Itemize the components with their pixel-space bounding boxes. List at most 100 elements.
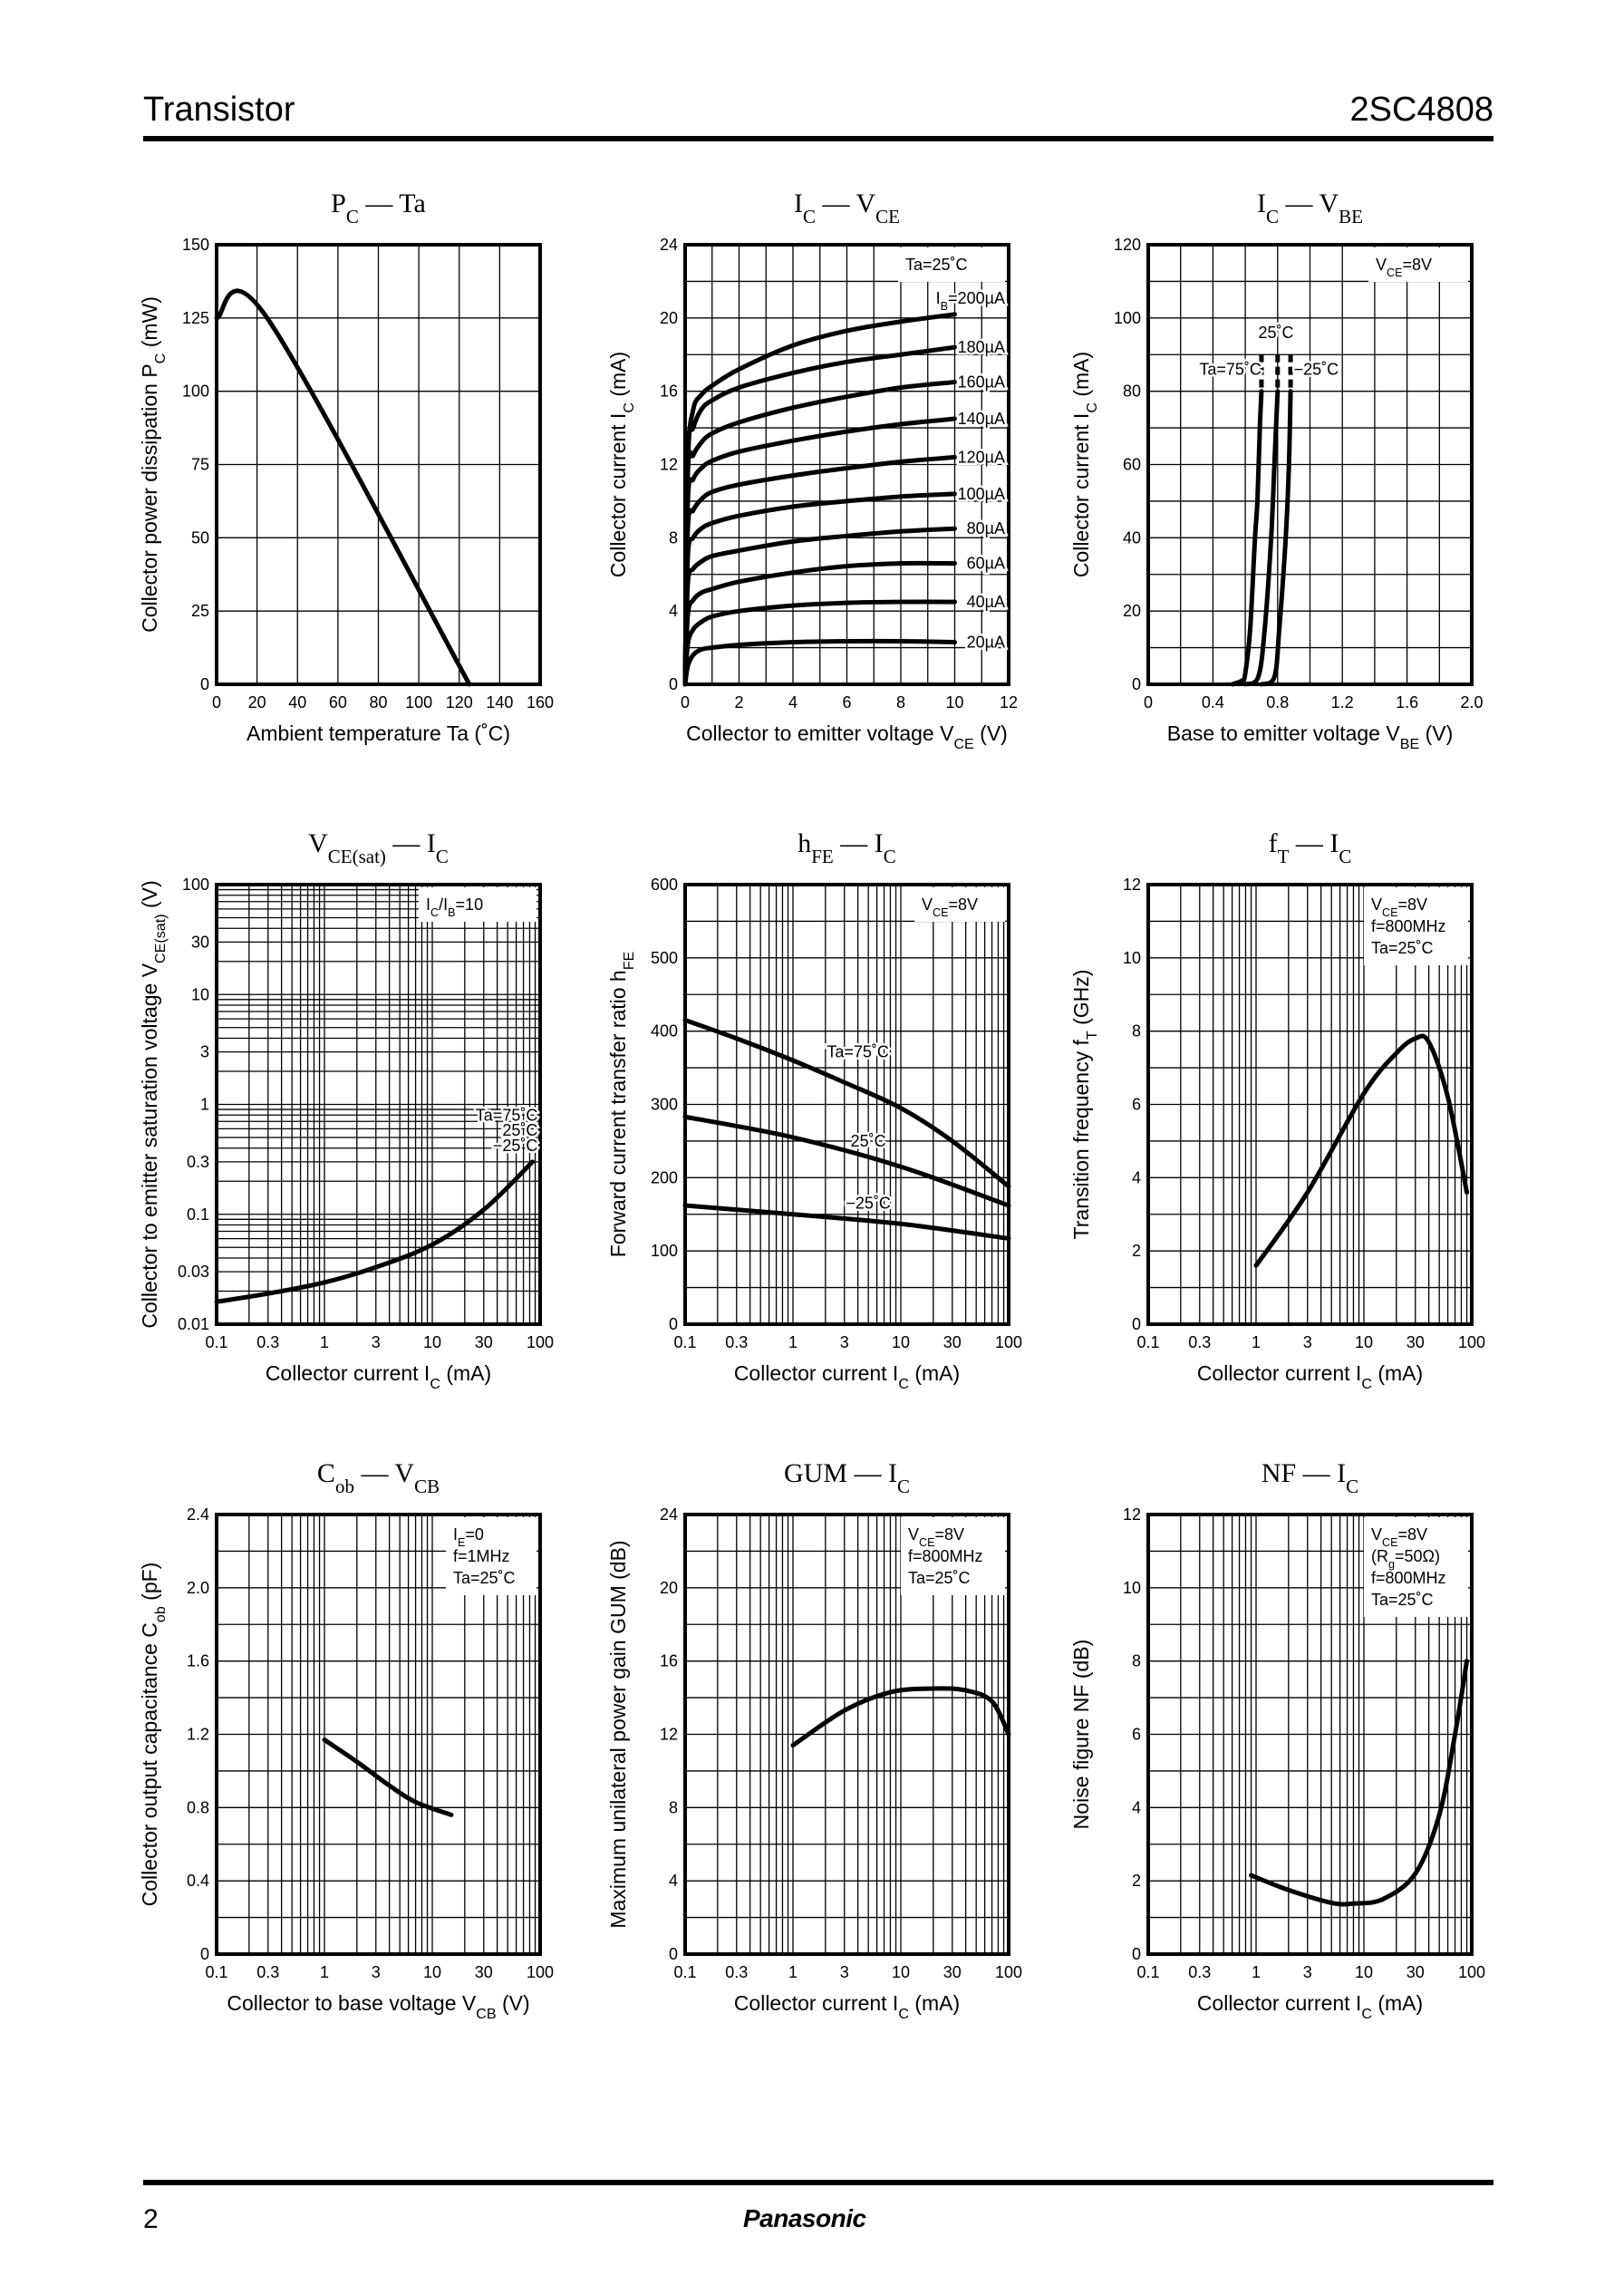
- chart-title: hFE​ — IC​: [798, 828, 896, 867]
- note-box: [1368, 247, 1468, 282]
- note-box: [1364, 1517, 1468, 1617]
- y-tick-label: 600: [651, 876, 678, 894]
- plot-frame: [215, 1513, 542, 1956]
- x-tick-label: 3: [372, 1333, 381, 1351]
- x-tick-label: 30: [475, 1333, 493, 1351]
- plot-frame: [1146, 883, 1474, 1326]
- x-tick-label: 0.3: [725, 1963, 748, 1981]
- x-tick-label: 1: [1252, 1333, 1261, 1351]
- chart-9: VCE​=8V(Rg​=50Ω)f=800MHz Ta=25˚C 0.1 0.3 1 3 1…: [1069, 1458, 1485, 2022]
- x-tick-label: 8: [896, 693, 905, 711]
- y-tick-label: 12: [1123, 876, 1141, 894]
- chart-title: PC​ — Ta: [331, 189, 426, 227]
- x-tick-label: 3: [1303, 1963, 1312, 1981]
- x-tick-label: 30: [1406, 1963, 1425, 1981]
- note-text: Ta=25˚C: [1371, 1591, 1434, 1609]
- page-number: 2: [143, 2204, 159, 2234]
- y-tick-label: 4: [1132, 1798, 1141, 1816]
- x-tick-label: 0.1: [673, 1963, 696, 1981]
- note-text: f=1MHz: [453, 1547, 510, 1565]
- plot-frame: [215, 883, 542, 1326]
- y-tick-label: 100: [651, 1242, 678, 1260]
- curve-label: 140µA: [958, 410, 1005, 428]
- x-tick-label: 0.8: [1266, 693, 1289, 711]
- y-axis-label: Collector current IC​ (mA): [1069, 352, 1100, 577]
- chart-title: IC​ — VBE​: [1257, 189, 1363, 227]
- x-tick-label: 0.1: [1136, 1333, 1159, 1351]
- x-tick-label: 100: [1458, 1333, 1485, 1351]
- chart-title: Cob​ — VCB​: [317, 1458, 440, 1497]
- curve-label: −25˚C: [846, 1195, 891, 1213]
- y-tick-label: 8: [1132, 1652, 1141, 1670]
- x-tick-label: 30: [943, 1333, 962, 1351]
- y-tick-label: 20: [1123, 602, 1141, 620]
- y-tick-label: 100: [1114, 309, 1141, 327]
- chart-4: IC​/IB​=10 0.1 0.3 1 3 10 30 100 0.01 0.03 0.1 0.3 1…: [138, 828, 554, 1392]
- y-tick-label: 2: [1132, 1872, 1141, 1890]
- x-tick-label: 20: [248, 693, 266, 711]
- x-tick-label: 100: [527, 1333, 554, 1351]
- x-axis-label: Collector to base voltage VCB​ (V): [227, 1991, 529, 2022]
- y-tick-label: 100: [182, 876, 209, 894]
- note-box: [446, 1517, 536, 1595]
- x-axis-label: Base to emitter voltage VBE​ (V): [1167, 721, 1454, 752]
- y-tick-label: 0: [200, 675, 209, 693]
- y-tick-label: 0.01: [178, 1315, 209, 1333]
- curve-label: 60µA: [967, 555, 1005, 573]
- x-tick-label: 0.3: [1188, 1963, 1211, 1981]
- x-tick-label: 3: [1303, 1333, 1312, 1351]
- plot-frame: [683, 243, 1010, 686]
- series-curve: [214, 288, 472, 687]
- x-tick-label: 60: [329, 693, 347, 711]
- y-tick-label: 4: [1132, 1168, 1141, 1186]
- note-box: [898, 247, 1005, 282]
- y-tick-label: 80: [1123, 382, 1141, 401]
- x-tick-label: 30: [943, 1963, 962, 1981]
- x-tick-label: 0: [212, 693, 221, 711]
- note-text: f=800MHz: [1371, 1569, 1446, 1587]
- series-curve: [1242, 389, 1281, 687]
- y-tick-label: 2.0: [187, 1579, 209, 1597]
- series-curve: [682, 638, 957, 687]
- x-tick-label: 80: [369, 693, 387, 711]
- y-tick-label: 120: [1114, 236, 1141, 254]
- y-tick-label: 12: [660, 1726, 678, 1744]
- x-tick-label: 30: [1406, 1333, 1425, 1351]
- x-tick-label: 2: [734, 693, 743, 711]
- note-text: VCE​=8V: [1371, 1525, 1427, 1549]
- y-tick-label: 20: [660, 1579, 678, 1597]
- y-tick-label: 0: [669, 1315, 678, 1333]
- x-tick-label: 10: [423, 1963, 441, 1981]
- y-tick-label: 24: [660, 1505, 678, 1524]
- y-tick-label: 10: [1123, 1579, 1141, 1597]
- y-tick-label: 0: [1132, 1945, 1141, 1963]
- series-curve: [1253, 1033, 1470, 1268]
- y-axis-label: Collector current IC​ (mA): [606, 352, 637, 577]
- note-text: f=800MHz: [908, 1547, 983, 1565]
- x-tick-label: 1: [1252, 1963, 1261, 1981]
- y-tick-label: 12: [660, 456, 678, 474]
- y-tick-label: 6: [1132, 1096, 1141, 1114]
- header-category: Transistor: [143, 91, 295, 129]
- note-text: VCE​=8V: [1376, 256, 1432, 279]
- footer-rule: [143, 2180, 1494, 2185]
- x-tick-label: 3: [372, 1963, 381, 1981]
- y-tick-label: 125: [182, 309, 209, 327]
- y-tick-label: 0: [1132, 1315, 1141, 1333]
- x-tick-label: 10: [892, 1333, 910, 1351]
- x-tick-label: 160: [527, 693, 554, 711]
- x-axis-label: Collector current IC​ (mA): [734, 1361, 960, 1392]
- y-tick-label: 8: [669, 528, 678, 547]
- series-curve: [682, 1203, 1011, 1241]
- y-tick-label: 0.8: [187, 1798, 209, 1816]
- curve-label: Ta=75˚C: [826, 1042, 889, 1060]
- chart-title: GUM — IC​: [784, 1458, 910, 1497]
- brand-logo: Panasonic: [743, 2204, 866, 2232]
- x-tick-label: 100: [995, 1333, 1022, 1351]
- y-tick-label: 24: [660, 236, 678, 254]
- curve-label: 120µA: [958, 448, 1005, 466]
- note-text: VCE​=8V: [922, 895, 978, 919]
- curve-label: Ta=75˚C: [476, 1106, 538, 1124]
